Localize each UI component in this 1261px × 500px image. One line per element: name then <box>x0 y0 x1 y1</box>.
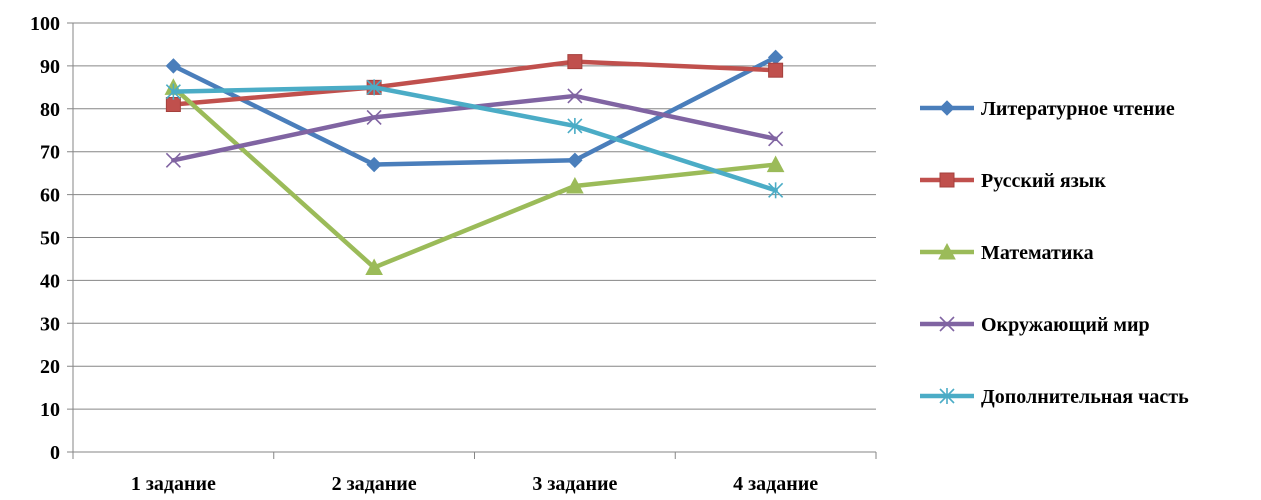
legend-marker <box>939 172 955 188</box>
y-tick-label: 30 <box>40 313 60 335</box>
data-point <box>165 152 181 168</box>
data-point <box>165 58 182 74</box>
series-line <box>171 85 778 193</box>
series-3 <box>164 78 785 276</box>
axes: 0 10 20 30 40 50 60 70 80 90 100 1 задание 2 задание… <box>30 13 877 495</box>
data-point <box>768 131 784 147</box>
y-tick-label: 0 <box>50 442 60 464</box>
series-line <box>171 55 778 167</box>
data-point <box>567 88 583 104</box>
y-tick-label: 70 <box>40 142 60 164</box>
legend-item: Литературное чтение <box>920 98 1175 120</box>
x-tick-label: 1 задание <box>131 473 216 495</box>
legend-marker <box>939 316 955 332</box>
series-line <box>171 59 778 107</box>
y-tick-label: 20 <box>40 356 60 378</box>
legend-label: Математика <box>981 242 1094 264</box>
legend-marker <box>938 242 956 260</box>
legend: Литературное чтение Русский язык Математик… <box>920 98 1189 408</box>
data-point <box>365 258 383 276</box>
data-point <box>366 79 382 96</box>
legend-label: Окружающий мир <box>981 314 1150 336</box>
x-tick-label: 4 задание <box>733 473 818 495</box>
data-point <box>567 152 583 168</box>
legend-item: Окружающий мир <box>920 314 1150 336</box>
legend-item: Математика <box>920 242 1094 264</box>
data-point <box>366 156 382 173</box>
data-point <box>766 155 785 173</box>
x-tick-label: 3 задание <box>532 473 617 495</box>
data-point <box>567 54 583 70</box>
y-tick-label: 60 <box>40 185 60 207</box>
y-tick-label: 50 <box>40 228 60 250</box>
series-1 <box>165 49 784 173</box>
series-line <box>171 85 778 270</box>
y-tick-label: 10 <box>40 399 60 421</box>
legend-item: Дополнительная часть <box>920 386 1189 408</box>
data-point <box>768 182 784 199</box>
legend-marker <box>939 388 955 404</box>
legend-marker <box>939 100 955 116</box>
series-5 <box>165 79 784 199</box>
legend-label: Литературное чтение <box>981 98 1175 120</box>
data-point <box>366 109 382 125</box>
y-tick-label: 40 <box>40 270 60 292</box>
x-tick-label: 2 задание <box>332 473 417 495</box>
legend-label: Дополнительная часть <box>981 386 1189 408</box>
gridlines <box>67 22 876 453</box>
data-point <box>165 83 181 100</box>
y-tick-label: 100 <box>30 13 60 35</box>
data-point <box>566 176 584 194</box>
y-tick-label: 80 <box>40 99 60 121</box>
legend-label: Русский язык <box>981 170 1106 192</box>
data-point <box>768 62 784 78</box>
series-lines <box>164 49 785 276</box>
legend-item: Русский язык <box>920 170 1106 192</box>
data-point <box>567 117 583 134</box>
y-tick-label: 90 <box>40 56 60 78</box>
